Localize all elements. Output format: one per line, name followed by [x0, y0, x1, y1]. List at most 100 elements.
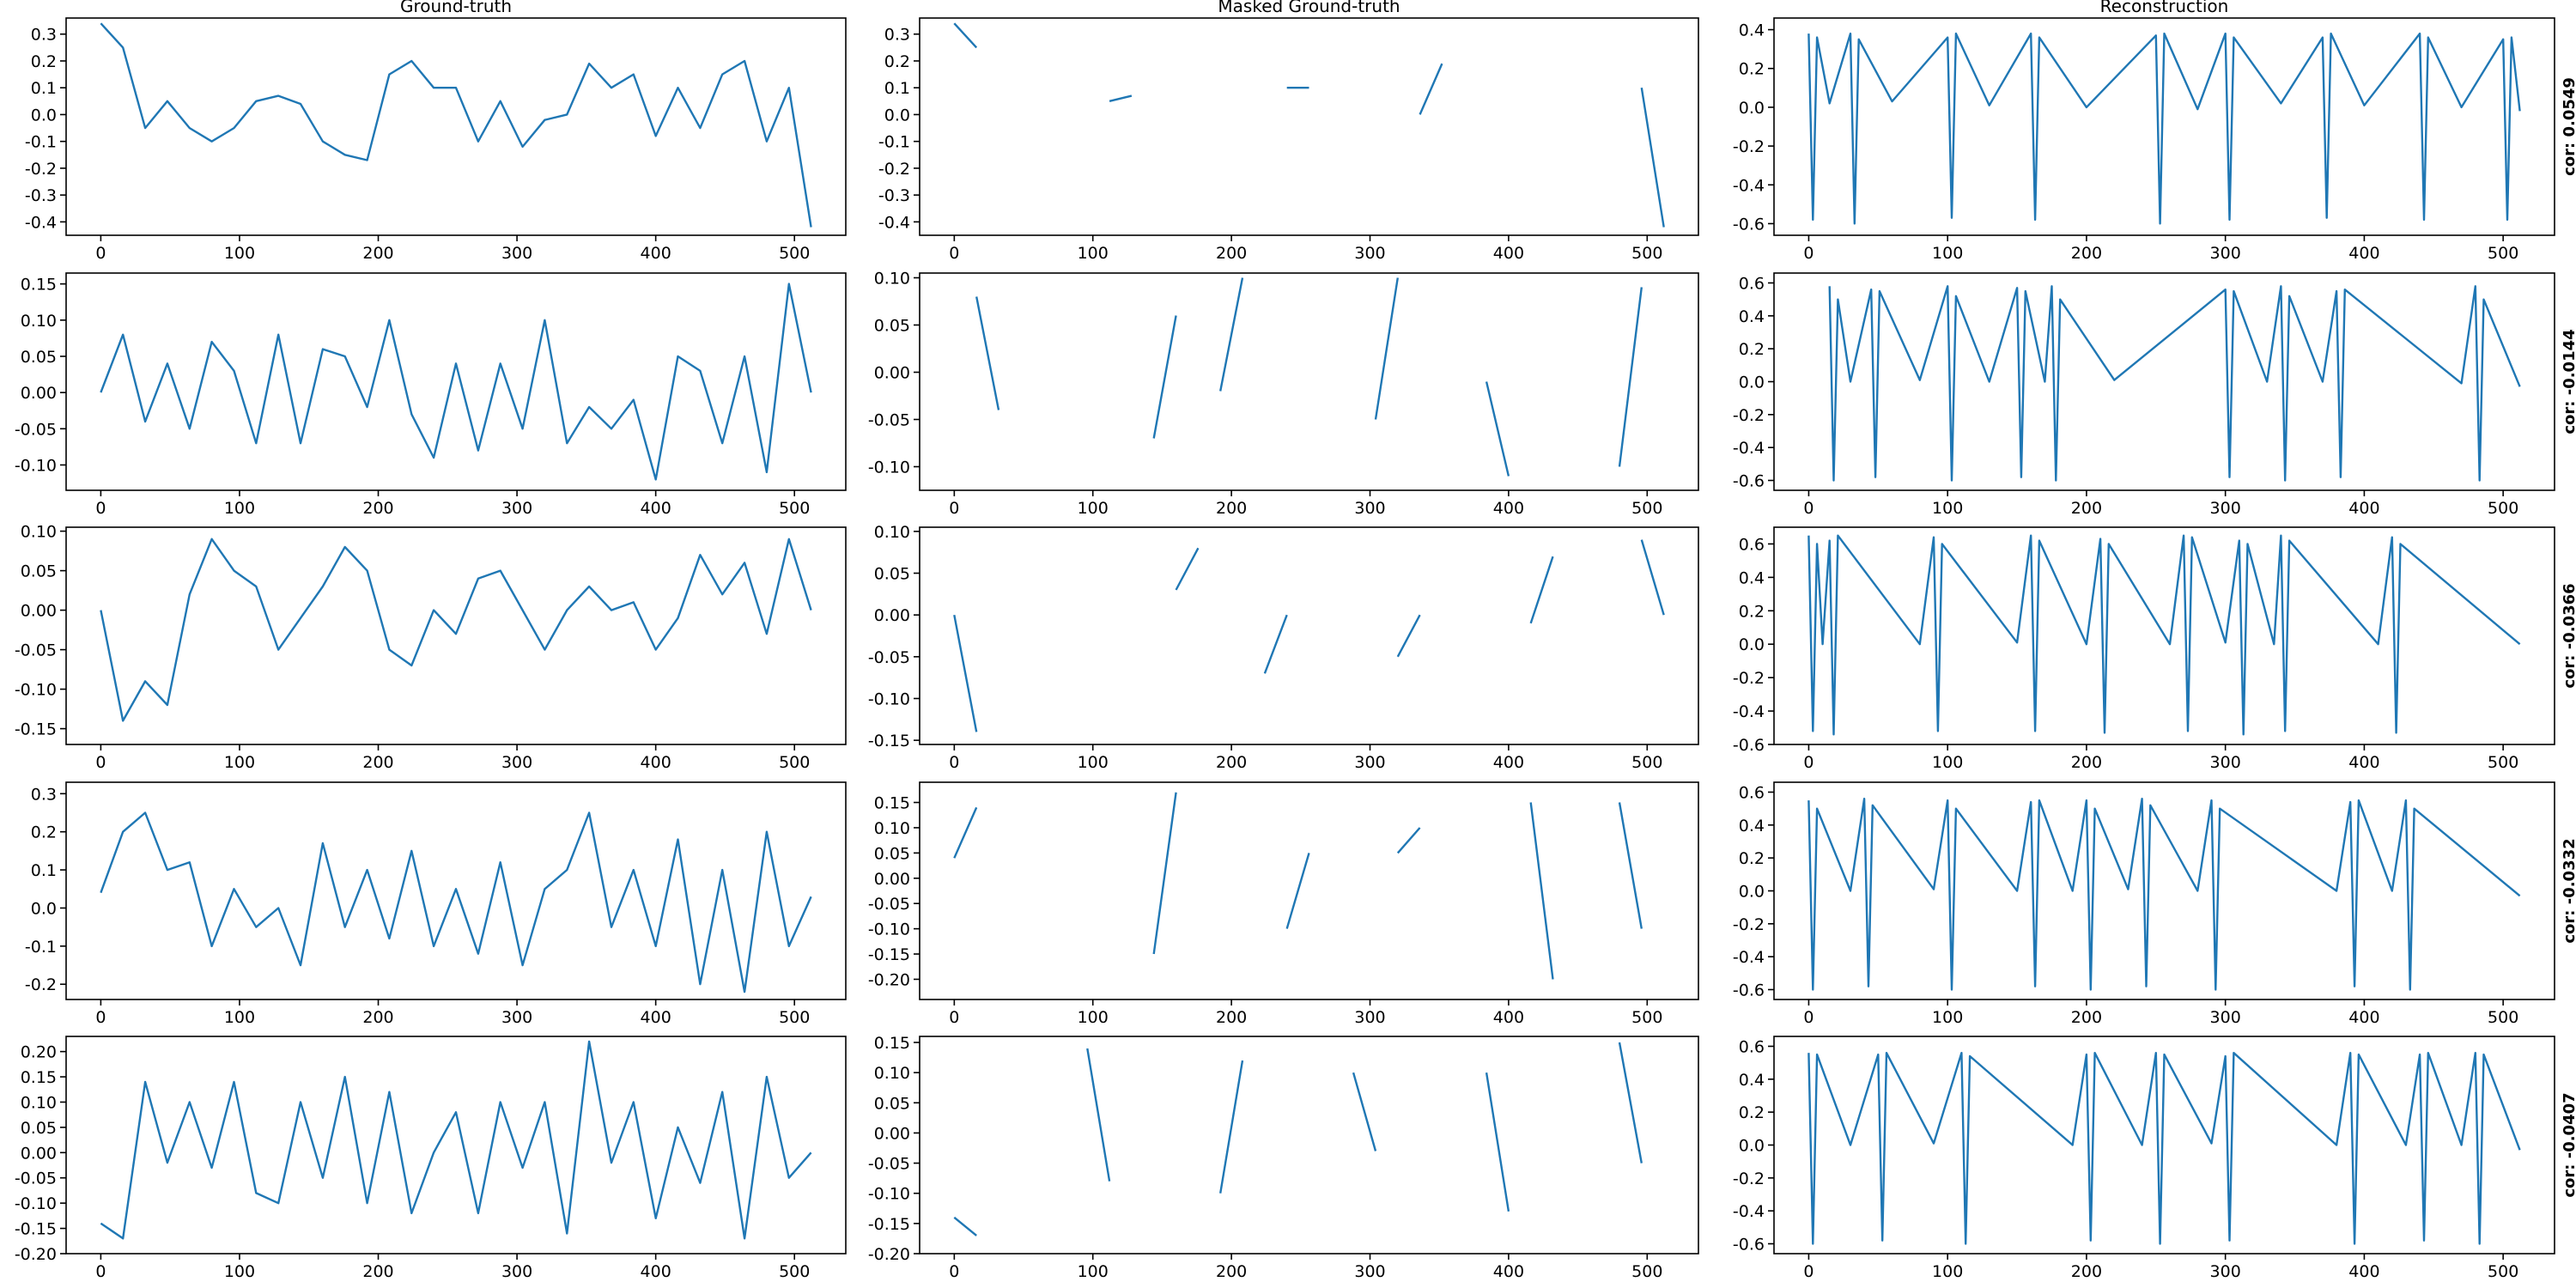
x-tick-label: 400	[2348, 499, 2379, 518]
y-tick-label: 0.6	[1739, 535, 1765, 554]
subplot: 0 100 200 300 400 500 -0.4 -0.3 -0.2 -0.1 0.0 0.1 0.…	[878, 0, 1699, 263]
x-tick-label: 100	[224, 499, 255, 518]
y-tick-label: 0.0	[884, 106, 910, 125]
x-tick-label: 500	[779, 1008, 810, 1027]
y-tick-label: -0.10	[15, 681, 57, 700]
x-tick-label: 500	[2488, 753, 2518, 772]
x-tick-label: 0	[949, 499, 959, 518]
x-tick-label: 100	[1932, 1262, 1963, 1281]
axes-frame	[919, 526, 1699, 745]
x-tick-label: 100	[1078, 753, 1109, 772]
y-tick-label: 0.6	[1739, 784, 1765, 803]
y-axis-label: cor: 0.0549	[2561, 77, 2576, 176]
x-tick-label: 100	[1932, 499, 1963, 518]
subplot-title: Reconstruction	[2100, 0, 2229, 16]
x-tick-label: 100	[1078, 1262, 1109, 1281]
y-tick-label: 0.2	[31, 823, 57, 842]
y-tick-label: -0.15	[15, 1220, 57, 1239]
y-tick-label: -0.2	[1733, 137, 1765, 156]
x-tick-label: 200	[2071, 753, 2102, 772]
y-tick-label: 0.10	[874, 270, 910, 289]
y-tick-label: 0.2	[31, 52, 57, 71]
y-tick-label: -0.2	[1733, 669, 1765, 688]
y-tick-label: -0.4	[1733, 702, 1765, 721]
axes-frame	[1773, 17, 2555, 236]
y-axis-label: cor: -0.0407	[2561, 1092, 2576, 1197]
y-tick-label: 0.05	[21, 1119, 57, 1138]
y-tick-label: 0.2	[884, 52, 910, 71]
data-line	[1807, 32, 2521, 225]
y-tick-label: 0.3	[31, 26, 57, 45]
x-tick-label: 400	[1493, 1262, 1524, 1281]
y-tick-label: -0.6	[1733, 736, 1765, 755]
axes-frame	[1773, 781, 2555, 1000]
y-tick-label: 0.05	[21, 562, 57, 581]
x-tick-label: 100	[1078, 244, 1109, 263]
x-tick-label: 0	[95, 1008, 106, 1027]
x-tick-label: 300	[2210, 244, 2241, 263]
x-tick-label: 400	[1493, 499, 1524, 518]
y-tick-label: -0.2	[25, 160, 57, 179]
x-tick-label: 100	[224, 753, 255, 772]
x-tick-label: 500	[2488, 1262, 2518, 1281]
y-tick-label: 0.00	[21, 384, 57, 403]
y-tick-label: -0.20	[868, 970, 910, 989]
y-tick-label: 0.15	[21, 1068, 57, 1087]
x-tick-label: 300	[501, 1008, 532, 1027]
y-tick-label: -0.15	[15, 720, 57, 739]
data-line	[100, 22, 812, 228]
y-tick-label: -0.6	[1733, 472, 1765, 491]
x-tick-label: 100	[1078, 499, 1109, 518]
y-tick-label: -0.2	[1733, 915, 1765, 934]
y-tick-label: -0.15	[868, 1215, 910, 1234]
y-tick-label: 0.10	[21, 1093, 57, 1112]
y-tick-label: 0.1	[31, 861, 57, 880]
y-tick-label: -0.4	[25, 213, 57, 232]
data-line	[953, 1042, 1643, 1236]
axes-frame	[65, 17, 847, 236]
y-tick-label: -0.05	[868, 411, 910, 430]
subplot: 0 100 200 300 400 500 -0.4 -0.3 -0.2 -0.1 0.0 0.1 0.…	[25, 0, 847, 263]
x-tick-label: 400	[641, 244, 671, 263]
y-tick-label: 0.6	[1739, 275, 1765, 294]
y-axis-label: cor: -0.0144	[2561, 329, 2576, 434]
y-tick-label: -0.10	[15, 1194, 57, 1213]
data-line	[953, 792, 1643, 980]
y-tick-label: 0.05	[874, 1094, 910, 1113]
x-tick-label: 100	[224, 244, 255, 263]
data-line	[953, 539, 1665, 732]
x-tick-label: 400	[1493, 1008, 1524, 1027]
x-tick-label: 100	[224, 1262, 255, 1281]
y-tick-label: 0.0	[1739, 374, 1765, 392]
axes-frame	[65, 526, 847, 745]
y-tick-label: -0.05	[868, 648, 910, 667]
y-tick-label: 0.0	[1739, 1137, 1765, 1156]
x-tick-label: 0	[95, 499, 106, 518]
subplot: 0 100 200 300 400 500 -0.20 -0.15 -0.10 -0.05 0.00…	[868, 781, 1699, 1027]
y-tick-label: -0.10	[868, 920, 910, 939]
data-line	[100, 811, 812, 993]
x-tick-label: 200	[2071, 244, 2102, 263]
axes-frame	[65, 781, 847, 1000]
x-tick-label: 500	[2488, 1008, 2518, 1027]
x-tick-label: 200	[1216, 499, 1247, 518]
y-tick-label: 0.3	[884, 26, 910, 45]
x-tick-label: 500	[2488, 499, 2518, 518]
data-line	[100, 1040, 812, 1240]
x-tick-label: 500	[1631, 499, 1662, 518]
x-tick-label: 0	[1803, 753, 1814, 772]
y-tick-label: 0.0	[1739, 635, 1765, 654]
y-tick-label: -0.05	[868, 895, 910, 914]
subplot: 0 100 200 300 400 500 -0.6 -0.4 -0.2 0.0 0.2 0.4 0.6…	[1733, 781, 2576, 1027]
data-line	[1807, 1052, 2521, 1245]
x-tick-label: 500	[1631, 1008, 1662, 1027]
axes-frame	[1773, 272, 2555, 491]
x-tick-label: 100	[1932, 244, 1963, 263]
axes-frame	[919, 272, 1699, 491]
x-tick-label: 500	[779, 1262, 810, 1281]
y-tick-label: 0.2	[1739, 60, 1765, 79]
x-tick-label: 100	[224, 1008, 255, 1027]
subplot: 0 100 200 300 400 500 -0.15 -0.10 -0.05 0.00 0.05 0…	[868, 523, 1699, 772]
